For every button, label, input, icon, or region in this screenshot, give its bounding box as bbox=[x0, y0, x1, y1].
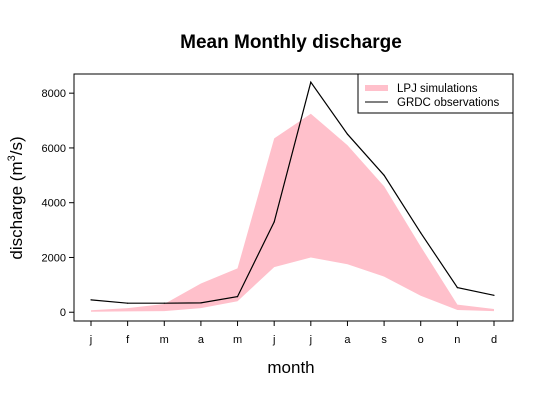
series-grdc-point bbox=[346, 133, 349, 135]
x-tick-label: n bbox=[454, 334, 460, 346]
x-tick-label: f bbox=[126, 334, 130, 346]
legend: LPJ simulations GRDC observations bbox=[357, 73, 514, 114]
series-lpj-band bbox=[91, 113, 494, 312]
y-tick-label: 8000 bbox=[42, 88, 66, 100]
legend-label-lpj: LPJ simulations bbox=[397, 83, 478, 95]
plot-frame bbox=[73, 73, 514, 322]
x-tick-label: a bbox=[344, 334, 351, 346]
y-axis-title-suffix: /s) bbox=[7, 136, 26, 155]
x-tick-label: j bbox=[89, 334, 92, 346]
series-grdc-point bbox=[90, 299, 92, 301]
series-grdc-point bbox=[493, 294, 495, 296]
y-tick-label: 6000 bbox=[42, 143, 66, 155]
y-axis-title-superscript: 3 bbox=[6, 155, 18, 161]
series-grdc-point bbox=[200, 302, 202, 304]
x-axis-title: month bbox=[267, 358, 314, 377]
series-grdc-line bbox=[90, 80, 495, 304]
legend-label-grdc: GRDC observations bbox=[397, 97, 500, 109]
x-tick-label: a bbox=[198, 334, 205, 346]
x-tick-label: d bbox=[491, 334, 497, 346]
series-grdc-point bbox=[273, 221, 275, 223]
x-tick-label: j bbox=[272, 334, 275, 346]
x-tick-label: m bbox=[160, 334, 169, 346]
y-tick-label: 4000 bbox=[42, 198, 66, 210]
x-tick-label: o bbox=[418, 334, 424, 346]
series-grdc-point bbox=[310, 81, 312, 83]
series-grdc-point bbox=[383, 174, 385, 176]
y-axis: 0 2000 4000 6000 8000 bbox=[42, 88, 74, 319]
chart-title: Mean Monthly discharge bbox=[180, 32, 402, 53]
y-tick-label: 2000 bbox=[42, 252, 66, 264]
series-grdc-point bbox=[236, 296, 239, 298]
series-grdc-point bbox=[456, 287, 458, 289]
series-grdc-point bbox=[127, 302, 129, 304]
legend-box bbox=[357, 73, 514, 114]
x-tick-label: m bbox=[233, 334, 242, 346]
series-grdc-point bbox=[163, 302, 165, 304]
x-tick-label: s bbox=[381, 334, 387, 346]
series-grdc-point bbox=[420, 232, 422, 234]
x-tick-label: j bbox=[309, 334, 312, 346]
y-tick-label: 0 bbox=[60, 307, 66, 319]
y-axis-title: discharge (m3/s) bbox=[6, 136, 26, 259]
y-axis-title-main: discharge (m bbox=[7, 161, 26, 259]
plot-area bbox=[90, 80, 495, 312]
